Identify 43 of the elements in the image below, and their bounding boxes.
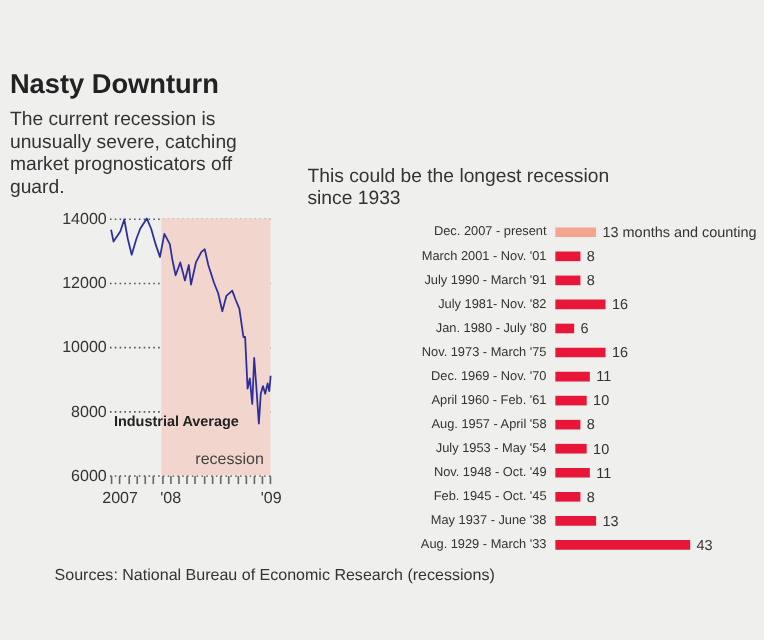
y-tick-label: 14000 (62, 210, 108, 229)
bar (555, 275, 581, 286)
bar (555, 395, 587, 406)
data-label: 8 (586, 415, 595, 434)
data-label: 11 (596, 463, 612, 482)
line-series (110, 217, 272, 425)
chart-title: This could be the longest recession since 1933 (307, 165, 610, 211)
x-tick-label: '09 (260, 489, 283, 508)
y-tick-label: 6000 (71, 466, 108, 485)
data-label: 16 (611, 295, 628, 314)
data-label: 8 (586, 487, 595, 506)
data-label: 8 (586, 247, 595, 266)
bar (555, 347, 606, 358)
bar (555, 371, 590, 382)
x-tick-label: 2007 (102, 489, 140, 508)
bar (555, 443, 587, 454)
bar (555, 491, 581, 502)
band-label: recession (195, 450, 264, 469)
data-label: 6 (580, 319, 589, 338)
bar (555, 516, 597, 526)
bar (555, 419, 581, 430)
data-label: 13 (602, 511, 619, 530)
data-label: 43 (696, 535, 713, 554)
y-tick-label: 12000 (62, 274, 108, 293)
data-label: 10 (593, 391, 610, 410)
source-note: Sources: National Bureau of Economic Research (recessions) (54, 565, 496, 584)
x-tick-label: '08 (160, 489, 183, 508)
series-label: Industrial Average (113, 411, 239, 430)
y-tick-label: 8000 (71, 402, 108, 421)
data-label: 13 months and counting (602, 223, 757, 242)
bar (555, 467, 590, 478)
chart-title: Nasty Downturn (9, 69, 219, 100)
bar (555, 299, 606, 310)
data-label: 10 (593, 439, 610, 458)
data-label: 11 (596, 367, 612, 386)
bar (555, 323, 575, 334)
data-label: 16 (611, 343, 628, 362)
bar (555, 227, 597, 238)
data-label: 8 (586, 271, 595, 290)
bar (555, 251, 581, 262)
chart-subtitle: The current recession is unusually severe, catching market prognosticators off guard. (9, 109, 237, 199)
bar (555, 540, 691, 550)
y-tick-label: 10000 (62, 338, 108, 357)
